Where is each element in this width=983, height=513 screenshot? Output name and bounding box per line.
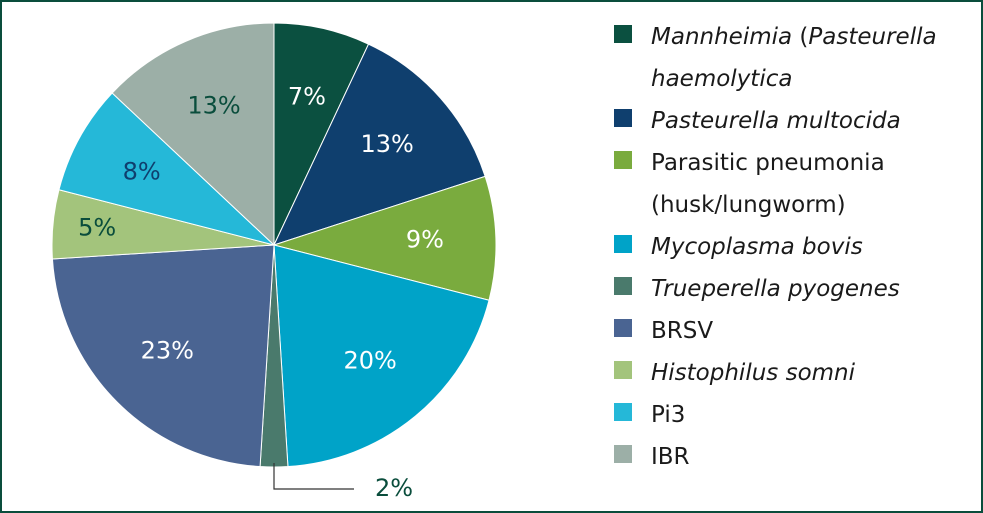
- slice-value-label: 2%: [375, 474, 413, 502]
- legend-swatch: [614, 319, 632, 337]
- slice-value-label: 8%: [123, 157, 161, 185]
- legend-swatch: [614, 25, 632, 43]
- legend-label: Histophilus somni: [651, 360, 856, 386]
- slice-value-label: 13%: [361, 130, 414, 158]
- legend-label: Pi3: [651, 402, 686, 428]
- legend-swatch: [614, 151, 632, 169]
- legend-swatch: [614, 109, 632, 127]
- legend-label: IBR: [651, 444, 690, 470]
- pie-slice: [273, 43, 486, 246]
- slice-value-label: 23%: [141, 337, 194, 365]
- pie-slice: [272, 175, 497, 301]
- legend-label-line2: (husk/lungworm): [651, 192, 846, 218]
- legend-label: Mannheimia (Pasteurella: [651, 24, 937, 50]
- slice-value-label: 5%: [78, 213, 116, 241]
- legend-label: Parasitic pneumonia: [651, 150, 885, 176]
- slice-value-label: 9%: [406, 225, 444, 253]
- slice-value-label: 13%: [187, 92, 240, 120]
- slice-value-label: 7%: [288, 83, 326, 111]
- legend-label: Trueperella pyogenes: [651, 276, 900, 302]
- legend-label: Mycoplasma bovis: [651, 234, 863, 260]
- leader-line: [273, 463, 354, 490]
- legend-swatch: [614, 235, 632, 253]
- legend-label: Pasteurella multocida: [651, 108, 901, 134]
- pie-slice: [51, 244, 275, 468]
- legend-label-line2: haemolytica: [651, 66, 793, 92]
- pie-slice: [111, 22, 275, 247]
- legend-swatch: [614, 277, 632, 295]
- legend-swatch: [614, 403, 632, 421]
- pie-slice: [58, 92, 275, 246]
- pie-slice: [273, 244, 490, 468]
- legend-swatch: [614, 361, 632, 379]
- slice-value-label: 20%: [344, 346, 397, 374]
- legend-swatch: [614, 445, 632, 463]
- legend-label: BRSV: [651, 318, 714, 344]
